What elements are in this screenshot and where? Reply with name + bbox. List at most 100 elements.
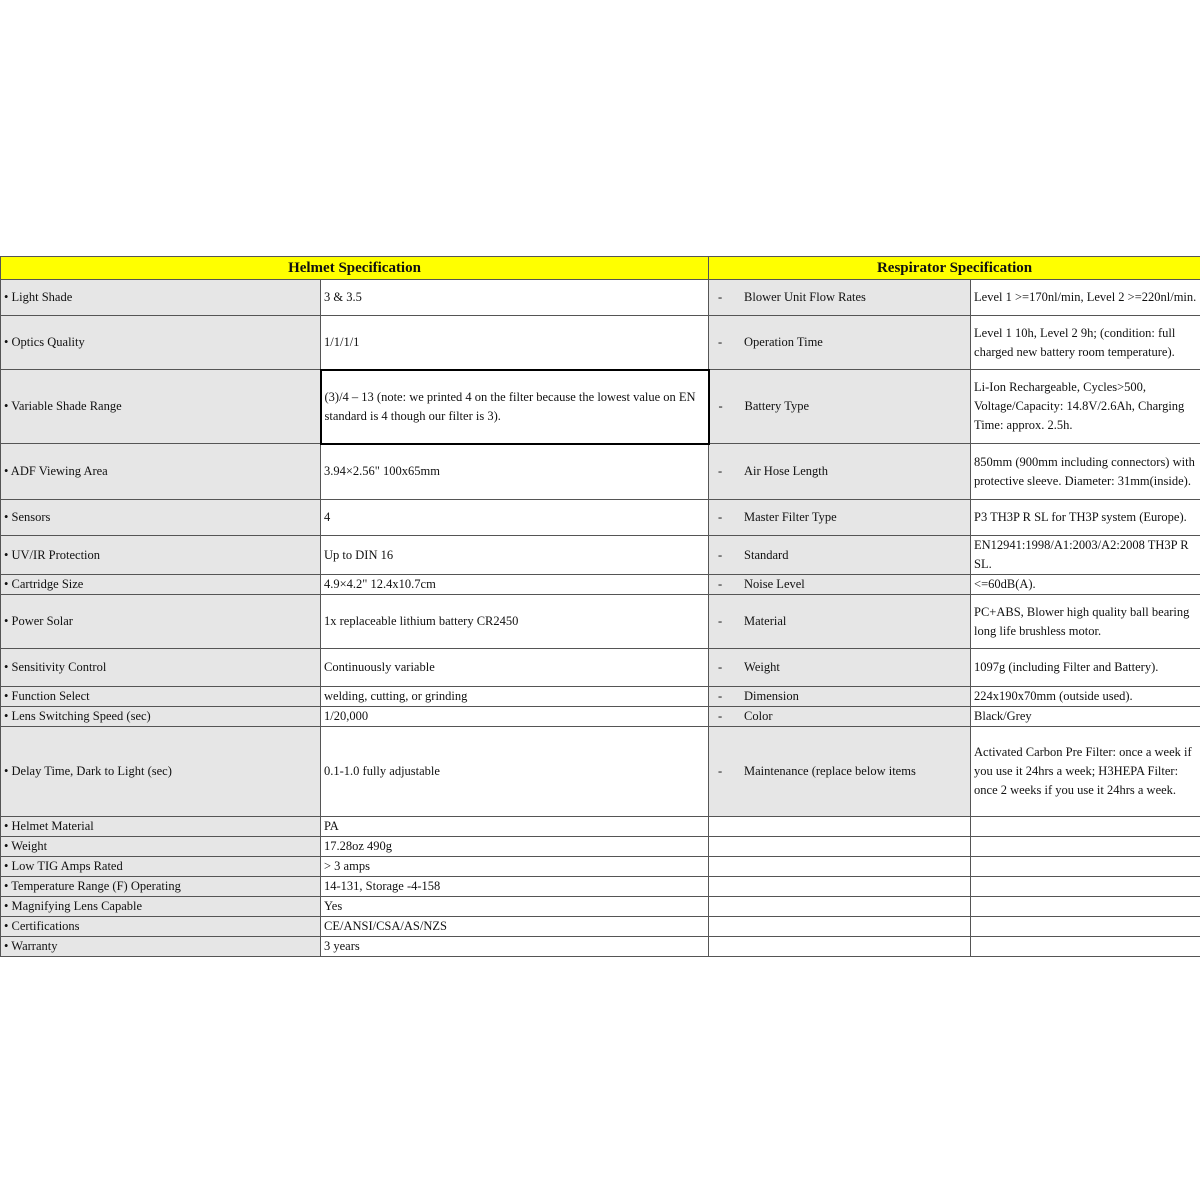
helmet-spec-label-text: • Temperature Range (F) Operating <box>4 879 181 893</box>
respirator-spec-value: 224x190x70mm (outside used). <box>970 686 1200 707</box>
helmet-spec-label: • Warranty <box>0 936 321 957</box>
helmet-spec-value: 1x replaceable lithium battery CR2450 <box>319 594 710 649</box>
helmet-spec-label-text: • Lens Switching Speed (sec) <box>4 709 151 723</box>
helmet-spec-label: • Temperature Range (F) Operating <box>0 876 321 897</box>
helmet-spec-label-text: • Power Solar <box>4 614 73 628</box>
table-row: • ADF Viewing Area 3.94×2.56" 100x65mm - Ai… <box>0 443 1200 500</box>
helmet-spec-label-text: • Low TIG Amps Rated <box>4 859 123 873</box>
respirator-spec-value: Level 1 >=170nl/min, Level 2 >=220nl/min… <box>970 279 1200 316</box>
respirator-spec-label: - Blower Unit Flow Rates <box>708 279 972 316</box>
respirator-spec-label-text: Master Filter Type <box>744 510 837 524</box>
respirator-spec-label: - Color <box>708 706 972 727</box>
respirator-spec-value <box>970 916 1200 937</box>
respirator-spec-value-text: PC+ABS, Blower high quality ball bearing… <box>974 604 1190 638</box>
helmet-spec-value: PA <box>319 816 710 837</box>
respirator-spec-label-text: Standard <box>744 547 789 562</box>
respirator-spec-label: - Operation Time <box>708 315 972 370</box>
respirator-spec-label <box>708 816 972 837</box>
helmet-spec-label-text: • Magnifying Lens Capable <box>4 899 143 913</box>
helmet-spec-label: • Lens Switching Speed (sec) <box>0 706 321 727</box>
table-row: • Power Solar 1x replaceable lithium batt… <box>0 594 1200 649</box>
respirator-spec-label <box>708 876 972 897</box>
respirator-spec-value-text: Activated Carbon Pre Filter: once a week… <box>974 745 1192 797</box>
respirator-spec-label-text: Maintenance (replace below items <box>744 764 916 778</box>
bullet-dash: - <box>718 577 723 591</box>
helmet-spec-value-text: PA <box>324 819 339 833</box>
helmet-spec-label: • Function Select <box>0 686 321 707</box>
respirator-spec-value: Level 1 10h, Level 2 9h; (condition: ful… <box>970 315 1200 370</box>
respirator-spec-value: PC+ABS, Blower high quality ball bearing… <box>970 594 1200 649</box>
table-row: • Low TIG Amps Rated > 3 amps <box>0 856 1200 877</box>
respirator-spec-value-text: 224x190x70mm (outside used). <box>974 689 1133 703</box>
respirator-spec-value: 850mm (900mm including connectors) with … <box>970 443 1200 500</box>
helmet-spec-value: Up to DIN 16 <box>319 535 710 575</box>
respirator-spec-value: Black/Grey <box>970 706 1200 727</box>
respirator-spec-label: - Air Hose Length <box>708 443 972 500</box>
helmet-spec-value: Continuously variable <box>319 648 710 687</box>
helmet-spec-label: • Certifications <box>0 916 321 937</box>
respirator-spec-value: P3 TH3P R SL for TH3P system (Europe). <box>970 499 1200 536</box>
helmet-spec-value-text: 4.9×4.2" 12.4x10.7cm <box>324 577 436 591</box>
table-row: • Light Shade 3 & 3.5 - Blower Unit Flow Ra… <box>0 279 1200 316</box>
table-row: • UV/IR Protection Up to DIN 16 - Standard E… <box>0 535 1200 575</box>
table-row: • Certifications CE/ANSI/CSA/AS/NZS <box>0 916 1200 937</box>
helmet-spec-label-text: • Warranty <box>4 939 58 953</box>
helmet-spec-label: • UV/IR Protection <box>0 535 321 575</box>
helmet-spec-label: • Light Shade <box>0 279 321 316</box>
bullet-dash: - <box>718 689 723 703</box>
helmet-spec-value-text: CE/ANSI/CSA/AS/NZS <box>324 919 447 933</box>
helmet-spec-value-text: 14-131, Storage -4-158 <box>324 879 441 893</box>
bullet-dash: - <box>718 709 723 723</box>
helmet-spec-label: • ADF Viewing Area <box>0 443 321 500</box>
helmet-spec-value-text: 17.28oz 490g <box>324 839 393 853</box>
respirator-spec-value: <=60dB(A). <box>970 574 1200 595</box>
helmet-spec-value: 4.9×4.2" 12.4x10.7cm <box>319 574 710 595</box>
helmet-spec-value: welding, cutting, or grinding <box>319 686 710 707</box>
helmet-spec-value: 3 years <box>319 936 710 957</box>
helmet-spec-value-text: Yes <box>324 899 343 913</box>
respirator-spec-header: Respirator Specification <box>708 256 1200 280</box>
helmet-spec-label: • Sensors <box>0 499 321 536</box>
table-row: • Delay Time, Dark to Light (sec) 0.1-1.0… <box>0 726 1200 817</box>
helmet-spec-value-text: 1/1/1/1 <box>324 334 360 349</box>
respirator-spec-value-text: 850mm (900mm including connectors) with … <box>974 454 1195 488</box>
helmet-spec-label-text: • ADF Viewing Area <box>4 464 108 478</box>
table-row: • Sensitivity Control Continuously variab… <box>0 648 1200 687</box>
helmet-spec-value-text: welding, cutting, or grinding <box>324 689 468 703</box>
respirator-spec-value-text: Level 1 10h, Level 2 9h; (condition: ful… <box>974 325 1176 359</box>
respirator-spec-label <box>708 896 972 917</box>
helmet-spec-label-text: • Cartridge Size <box>4 577 84 591</box>
respirator-spec-label <box>708 916 972 937</box>
helmet-spec-value-text: 1/20,000 <box>324 709 369 723</box>
helmet-spec-label: • Low TIG Amps Rated <box>0 856 321 877</box>
respirator-spec-label-text: Blower Unit Flow Rates <box>744 290 866 304</box>
helmet-spec-value: Yes <box>319 896 710 917</box>
respirator-spec-label: - Battery Type <box>708 369 972 444</box>
table-row: • Weight 17.28oz 490g <box>0 836 1200 857</box>
helmet-spec-label: • Sensitivity Control <box>0 648 321 687</box>
bullet-dash: - <box>718 464 723 478</box>
helmet-spec-value-text: 4 <box>324 510 331 524</box>
respirator-spec-label-text: Material <box>744 614 787 628</box>
helmet-spec-label-text: • Variable Shade Range <box>4 399 122 413</box>
table-row: • Temperature Range (F) Operating 14-131,… <box>0 876 1200 897</box>
table-row: • Warranty 3 years <box>0 936 1200 957</box>
respirator-spec-value <box>970 936 1200 957</box>
helmet-spec-label: • Power Solar <box>0 594 321 649</box>
helmet-spec-label-text: • Certifications <box>4 919 80 933</box>
respirator-spec-value <box>970 856 1200 877</box>
respirator-spec-label <box>708 856 972 877</box>
helmet-spec-value-text: Up to DIN 16 <box>324 547 394 562</box>
table-row: • Sensors 4 - Master Filter Type P3 TH3P R S… <box>0 499 1200 536</box>
respirator-spec-value-text: Black/Grey <box>974 709 1032 723</box>
respirator-spec-value-text: EN12941:1998/A1:2003/A2:2008 TH3P R SL. <box>974 538 1189 571</box>
helmet-spec-label: • Variable Shade Range <box>0 369 321 444</box>
helmet-spec-value-text: 3 & 3.5 <box>324 290 362 304</box>
table-row: • Cartridge Size 4.9×4.2" 12.4x10.7cm - Noi… <box>0 574 1200 595</box>
bullet-dash: - <box>718 510 723 524</box>
helmet-spec-value-text: (3)/4 – 13 (note: we printed 4 on the fi… <box>324 389 696 423</box>
helmet-spec-label-text: • Light Shade <box>4 290 73 304</box>
helmet-spec-label: • Optics Quality <box>0 315 321 370</box>
helmet-spec-value-text: > 3 amps <box>324 859 370 873</box>
respirator-spec-label <box>708 936 972 957</box>
